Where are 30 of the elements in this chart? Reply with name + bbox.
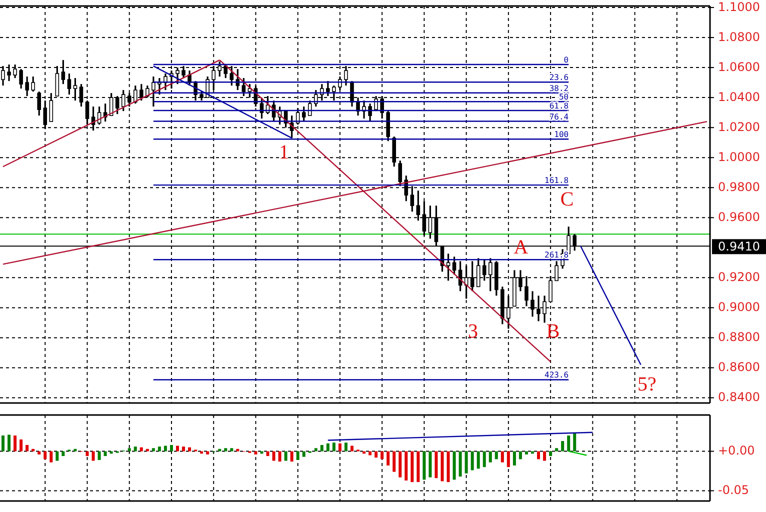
y-tick-label: 0.9200	[718, 270, 760, 284]
annotation: C	[560, 188, 574, 211]
annotation: B	[546, 320, 560, 343]
series-label: 0	[564, 56, 569, 65]
annotation: 5?	[638, 374, 657, 396]
y-tick-label: +0.00	[718, 444, 755, 458]
y-tick-label: 1.0600	[718, 60, 760, 74]
y-tick-label: 1.0000	[718, 150, 760, 164]
series-label: 423.6	[544, 370, 569, 380]
y-tick-label: 0.8600	[718, 360, 760, 374]
y-tick-label: 1.0400	[718, 90, 760, 104]
y-tick-label: 1.0800	[718, 30, 760, 44]
annotation: 1	[279, 142, 289, 164]
series-label: 76.4	[549, 112, 569, 122]
annotation: 3	[468, 320, 478, 343]
y-tick-label: -0.05	[718, 483, 750, 498]
series-label: 61.8	[549, 101, 569, 110]
y-tick-label: 1.1000	[718, 0, 760, 14]
y-tick-label: 1.0200	[718, 120, 760, 134]
series-label: 23.6	[549, 73, 569, 82]
series-label: 161.8	[544, 176, 569, 186]
series-label: 50	[558, 92, 569, 102]
y-tick-label: 0.9800	[718, 180, 760, 194]
y-tick-label: 0.8800	[718, 330, 760, 344]
series-label: 38.2	[549, 84, 569, 93]
y-tick-label: 0.9600	[718, 210, 760, 224]
series-label: 100	[554, 130, 569, 140]
y-tick-label: 0.8400	[718, 390, 760, 404]
y-tick-label: 0.9000	[718, 300, 760, 314]
ref-line-label: 0.9410	[718, 240, 760, 254]
